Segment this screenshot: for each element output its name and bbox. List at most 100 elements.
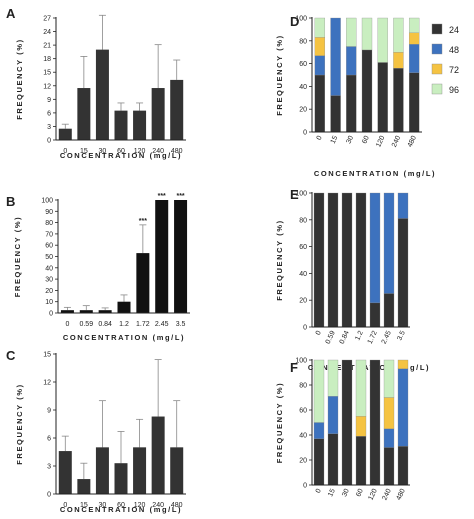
bar-segment (397, 446, 409, 486)
x-tick-label: 2.45 (155, 321, 169, 328)
x-tick-label: 2.45 (381, 330, 393, 345)
x-tick-label: 60 (117, 148, 125, 155)
bar (77, 479, 91, 494)
bar-segment (327, 433, 339, 486)
y-tick-label: 60 (299, 408, 307, 415)
x-tick-label: 0 (315, 488, 323, 495)
panel-b: B 0 10 20 30 40 50 60 70 80 90 100 FREQUENCY (%) *** *… (6, 193, 190, 342)
bar (98, 310, 112, 313)
bar (79, 310, 93, 313)
y-axis-title: FREQUENCY (%) (275, 34, 284, 116)
legend: 24 48 72 96 (431, 23, 459, 95)
x-tick-label: 30 (341, 488, 351, 498)
bar-segment (397, 368, 409, 447)
y-tick-label: 40 (45, 265, 53, 272)
x-tick-label: 15 (80, 148, 88, 155)
x-tick-label: 3.5 (176, 321, 186, 328)
x-axis-title: CONCENTRATION (mg/L) (60, 151, 182, 160)
legend-label: 24 (449, 25, 459, 35)
bar-segment (346, 17, 357, 47)
bar-segment (313, 192, 325, 328)
panel-letter: C (6, 348, 16, 363)
bar-segment (314, 74, 326, 133)
significance-marker: *** (176, 193, 184, 200)
y-axis-title: FREQUENCY (%) (275, 219, 284, 301)
bar-segment (330, 95, 341, 133)
legend-label: 48 (449, 45, 459, 55)
bar-segment (383, 359, 395, 398)
bar-segment (393, 68, 404, 133)
bar-segment (383, 428, 395, 448)
bar-segment (361, 17, 373, 51)
y-tick-label: 15 (43, 352, 51, 359)
significance-marker: *** (158, 193, 166, 200)
y-axis-title: FREQUENCY (%) (275, 382, 284, 464)
legend-swatch (431, 23, 443, 35)
legend-swatch (431, 83, 443, 95)
y-tick-label: 50 (45, 254, 53, 261)
bar-segment (327, 192, 339, 328)
y-tick-label: 60 (45, 243, 53, 250)
x-tick-label: 0.59 (325, 330, 337, 345)
x-tick-label: 120 (368, 488, 379, 502)
bar-segment (383, 293, 395, 328)
x-tick-label: 480 (171, 502, 183, 509)
x-tick-label: 120 (375, 135, 386, 149)
y-tick-label: 40 (299, 271, 307, 278)
y-tick-label: 30 (45, 277, 53, 284)
x-tick-label: 30 (345, 135, 355, 145)
x-tick-label: 30 (99, 148, 107, 155)
y-tick-label: 20 (299, 298, 307, 305)
bar (155, 200, 169, 313)
bar-segment (408, 17, 420, 33)
bar-segment (355, 192, 367, 328)
y-tick-label: 3 (47, 124, 51, 131)
y-tick-label: 3 (47, 464, 51, 471)
y-axis-title: FREQUENCY (%) (15, 38, 24, 120)
legend-swatch (431, 43, 443, 55)
y-tick-label: 0 (47, 138, 51, 145)
y-tick-label: 80 (299, 38, 307, 45)
bar (151, 88, 165, 140)
y-axis-title: FREQUENCY (%) (15, 383, 24, 465)
x-tick-label: 1.72 (136, 321, 150, 328)
y-tick-label: 15 (43, 70, 51, 77)
y-tick-label: 100 (295, 191, 307, 198)
y-tick-label: 18 (43, 56, 51, 63)
bar-segment (330, 17, 341, 96)
y-tick-label: 9 (47, 408, 51, 415)
bar (151, 416, 165, 494)
y-tick-label: 21 (43, 43, 51, 50)
x-tick-label: 0.59 (79, 321, 93, 328)
x-tick-label: 240 (382, 488, 393, 502)
y-tick-label: 100 (41, 198, 53, 205)
bar-segment (314, 37, 326, 56)
x-tick-label: 1.2 (354, 330, 365, 342)
x-tick-label: 3.5 (396, 330, 407, 342)
bar-segment (369, 359, 381, 486)
y-tick-label: 40 (299, 84, 307, 91)
significance-marker: *** (139, 218, 147, 225)
bar (114, 110, 128, 140)
bar-segment (397, 218, 409, 328)
bar-segment (313, 359, 325, 423)
y-tick-label: 20 (299, 107, 307, 114)
bar (117, 301, 131, 313)
y-tick-label: 0 (303, 325, 307, 332)
bar-segment (383, 397, 395, 429)
bar (133, 447, 147, 494)
x-tick-label: 15 (330, 135, 340, 145)
x-axis-title: CONCENTRATION (mg/L) (314, 169, 436, 178)
bar-segment (383, 447, 395, 486)
y-tick-label: 0 (303, 130, 307, 137)
x-tick-label: 1.2 (119, 321, 129, 328)
x-axis-title: CONCENTRATION (mg/L) (60, 505, 182, 514)
panel-letter: F (290, 360, 298, 375)
x-tick-label: 480 (171, 148, 183, 155)
y-tick-label: 0 (47, 492, 51, 499)
legend-label: 72 (449, 65, 459, 75)
y-tick-label: 27 (43, 16, 51, 23)
bar (174, 200, 188, 313)
